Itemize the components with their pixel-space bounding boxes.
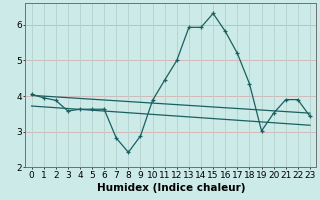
X-axis label: Humidex (Indice chaleur): Humidex (Indice chaleur): [97, 183, 245, 193]
